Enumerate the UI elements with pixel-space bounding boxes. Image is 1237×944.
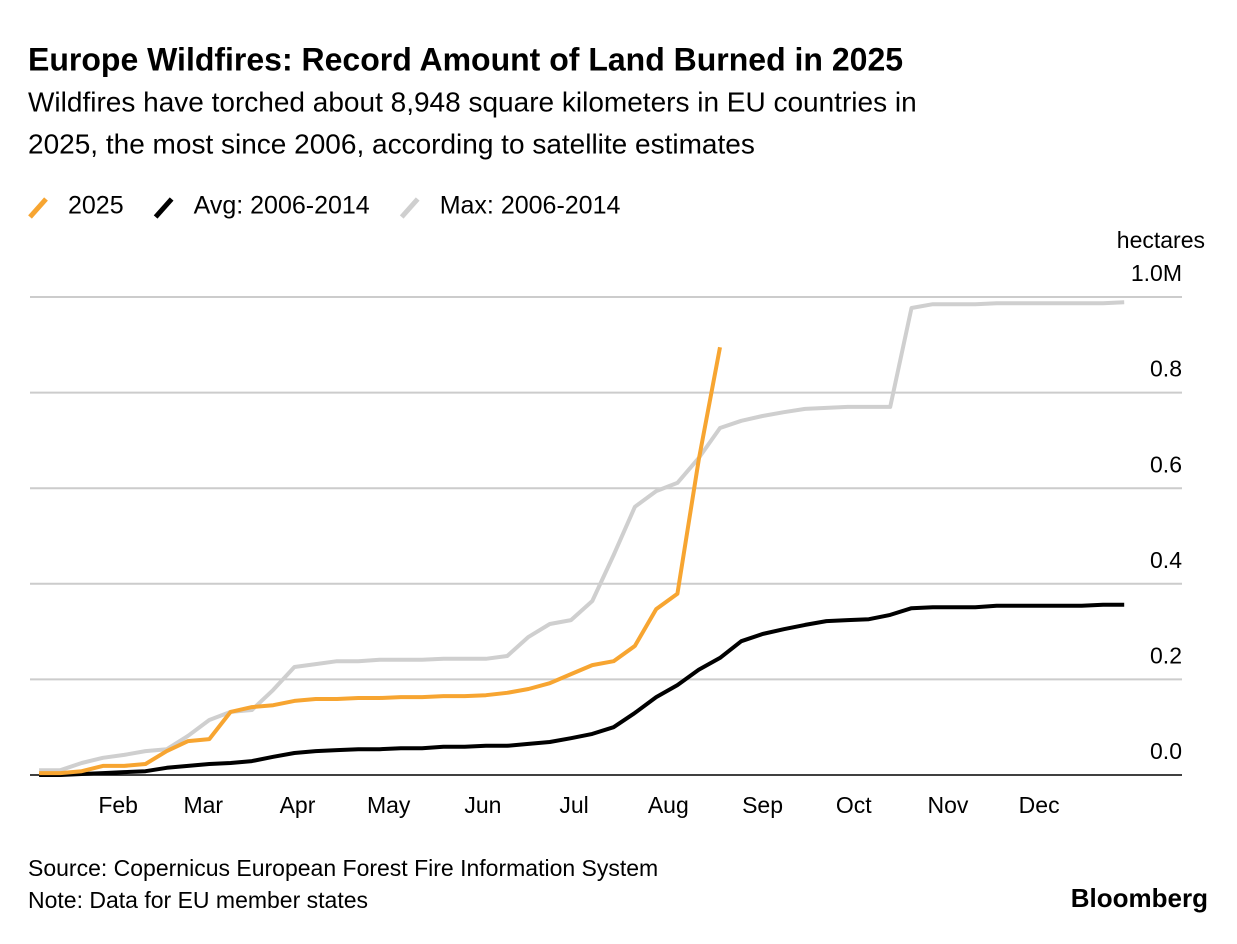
y-tick-label: 0.4 <box>1150 547 1182 573</box>
legend-label: Max: 2006-2014 <box>440 192 621 220</box>
y-tick-label: 0.8 <box>1150 356 1182 382</box>
y-axis-label: hectares <box>1117 227 1205 253</box>
y-tick-label: 0.0 <box>1150 738 1182 764</box>
series-line <box>39 602 1125 777</box>
x-tick-label: Mar <box>183 792 223 818</box>
legend-label: 2025 <box>68 192 124 220</box>
y-tick-label: 0.6 <box>1150 451 1182 477</box>
y-tick-label: 1.0M <box>1131 260 1182 286</box>
series-line <box>39 300 1125 773</box>
subtitle: Wildfires have torched about 8,948 squar… <box>28 86 917 117</box>
legend-swatch <box>28 197 48 219</box>
x-tick-label: May <box>367 792 411 818</box>
y-tick-label: 0.2 <box>1150 642 1182 668</box>
x-tick-label: Nov <box>927 792 968 818</box>
legend-swatch <box>153 197 174 219</box>
subtitle: 2025, the most since 2006, according to … <box>28 128 755 159</box>
x-tick-label: Apr <box>280 792 316 818</box>
x-tick-label: Feb <box>98 792 138 818</box>
x-tick-label: Jun <box>464 792 501 818</box>
x-tick-label: Sep <box>742 792 783 818</box>
series-line <box>39 346 722 776</box>
note: Note: Data for EU member states <box>28 887 368 913</box>
brand: Bloomberg <box>1071 883 1208 913</box>
x-tick-label: Oct <box>836 792 872 818</box>
x-tick-label: Aug <box>648 792 689 818</box>
legend-label: Avg: 2006-2014 <box>194 192 370 220</box>
legend-swatch <box>399 197 420 219</box>
chart-title: Europe Wildfires: Record Amount of Land … <box>28 41 903 77</box>
source: Source: Copernicus European Forest Fire … <box>28 855 658 881</box>
x-tick-label: Dec <box>1019 792 1060 818</box>
x-tick-label: Jul <box>559 792 588 818</box>
